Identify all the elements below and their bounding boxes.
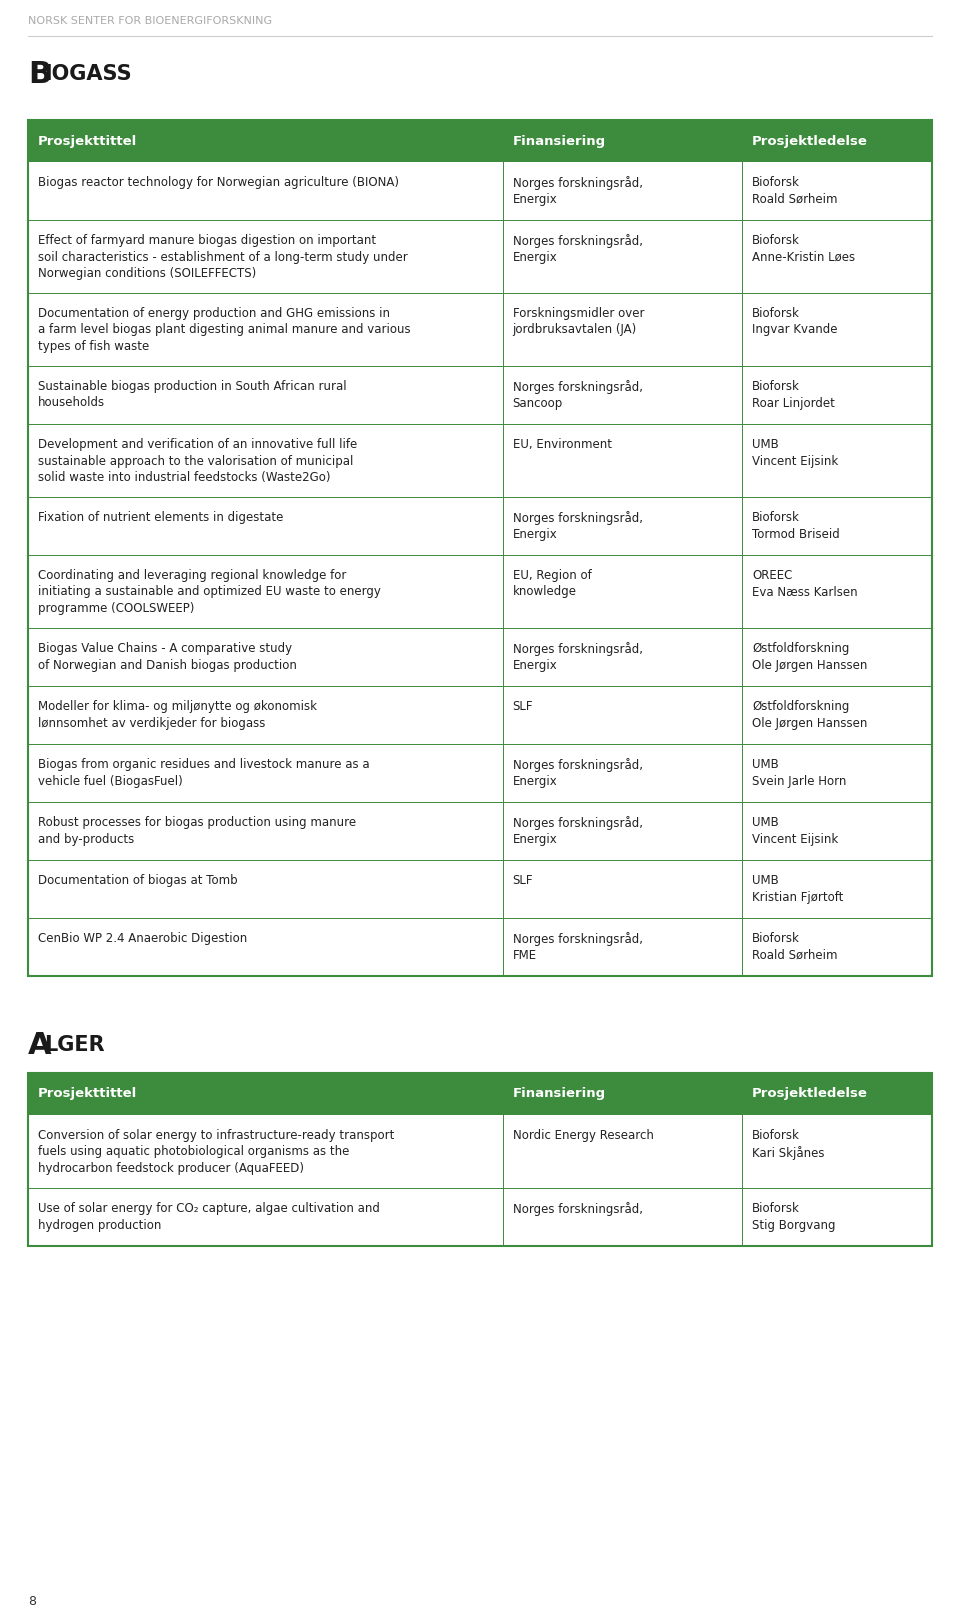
Text: Sustainable biogas production in South African rural
households: Sustainable biogas production in South A… [38,381,347,410]
Text: Norges forskningsråd,
Energix: Norges forskningsråd, Energix [513,233,642,264]
Text: Bioforsk
Tormod Briseid: Bioforsk Tormod Briseid [753,510,840,541]
Text: Norges forskningsråd,
Energix: Norges forskningsråd, Energix [513,816,642,847]
Text: Documentation of biogas at Tomb: Documentation of biogas at Tomb [38,875,238,888]
Text: Modeller for klima- og miljønytte og økonomisk
lønnsomhet av verdikjeder for bio: Modeller for klima- og miljønytte og øko… [38,700,317,729]
Text: SLF: SLF [513,875,533,888]
Text: Forskningsmidler over
jordbruksavtalen (JA): Forskningsmidler over jordbruksavtalen (… [513,308,644,337]
Text: Finansiering: Finansiering [513,134,606,147]
Text: OREEC
Eva Næss Karlsen: OREEC Eva Næss Karlsen [753,569,858,598]
Text: CenBio WP 2.4 Anaerobic Digestion: CenBio WP 2.4 Anaerobic Digestion [38,931,248,944]
Text: Bioforsk
Roald Sørheim: Bioforsk Roald Sørheim [753,177,838,206]
Text: Biogas from organic residues and livestock manure as a
vehicle fuel (BiogasFuel): Biogas from organic residues and livesto… [38,758,370,787]
Bar [28,497,932,556]
Bar [28,860,932,919]
Text: Prosjektledelse: Prosjektledelse [753,134,868,147]
Text: Bioforsk
Anne-Kristin Løes: Bioforsk Anne-Kristin Løes [753,233,855,264]
Text: Conversion of solar energy to infrastructure-ready transport
fuels using aquatic: Conversion of solar energy to infrastruc… [38,1129,395,1174]
Text: IOGASS: IOGASS [44,65,132,84]
Text: Prosjektledelse: Prosjektledelse [753,1087,868,1100]
Bar [28,293,932,366]
Text: Bioforsk
Roar Linjordet: Bioforsk Roar Linjordet [753,381,835,410]
Text: Fixation of nutrient elements in digestate: Fixation of nutrient elements in digesta… [38,510,283,523]
Bar [28,1187,932,1246]
Text: Nordic Energy Research: Nordic Energy Research [513,1129,654,1142]
Text: Prosjekttittel: Prosjekttittel [38,1087,137,1100]
Text: A: A [28,1030,52,1059]
Text: UMB
Kristian Fjørtoft: UMB Kristian Fjørtoft [753,875,844,904]
Bar [28,424,932,497]
Text: Norges forskningsråd,: Norges forskningsråd, [513,1202,642,1217]
Text: UMB
Svein Jarle Horn: UMB Svein Jarle Horn [753,758,847,787]
Bar [28,629,932,685]
Text: Finansiering: Finansiering [513,1087,606,1100]
Text: Robust processes for biogas production using manure
and by-products: Robust processes for biogas production u… [38,816,356,846]
Bar [28,802,932,860]
Bar [28,1072,932,1246]
Text: 8: 8 [28,1596,36,1609]
Bar [28,162,932,220]
Text: Østfoldforskning
Ole Jørgen Hanssen: Østfoldforskning Ole Jørgen Hanssen [753,642,868,672]
Bar [28,919,932,975]
Bar [28,366,932,424]
Text: Biogas reactor technology for Norwegian agriculture (BIONA): Biogas reactor technology for Norwegian … [38,177,399,190]
Bar [28,1115,932,1187]
Text: Prosjekttittel: Prosjekttittel [38,134,137,147]
Bar [28,556,932,629]
Text: Norges forskningsråd,
Sancoop: Norges forskningsråd, Sancoop [513,381,642,410]
Text: Norges forskningsråd,
Energix: Norges forskningsråd, Energix [513,510,642,541]
Text: Norges forskningsråd,
FME: Norges forskningsråd, FME [513,931,642,962]
Text: Østfoldforskning
Ole Jørgen Hanssen: Østfoldforskning Ole Jørgen Hanssen [753,700,868,729]
Text: Bioforsk
Roald Sørheim: Bioforsk Roald Sørheim [753,931,838,962]
Text: Norges forskningsråd,
Energix: Norges forskningsråd, Energix [513,177,642,206]
Text: Norges forskningsråd,
Energix: Norges forskningsråd, Energix [513,642,642,672]
Bar [28,1072,932,1115]
Text: UMB
Vincent Eijsink: UMB Vincent Eijsink [753,816,838,846]
Bar [28,120,932,162]
Text: B: B [28,60,51,89]
Text: Coordinating and leveraging regional knowledge for
initiating a sustainable and : Coordinating and leveraging regional kno… [38,569,381,616]
Bar [28,120,932,975]
Text: Documentation of energy production and GHG emissions in
a farm level biogas plan: Documentation of energy production and G… [38,308,411,353]
Text: LGER: LGER [44,1035,105,1055]
Bar [28,685,932,744]
Text: Development and verification of an innovative full life
sustainable approach to : Development and verification of an innov… [38,437,357,484]
Bar [28,744,932,802]
Text: EU, Environment: EU, Environment [513,437,612,450]
Text: SLF: SLF [513,700,533,713]
Text: EU, Region of
knowledge: EU, Region of knowledge [513,569,591,598]
Text: Use of solar energy for CO₂ capture, algae cultivation and
hydrogen production: Use of solar energy for CO₂ capture, alg… [38,1202,380,1231]
Text: Bioforsk
Ingvar Kvande: Bioforsk Ingvar Kvande [753,308,838,337]
Text: UMB
Vincent Eijsink: UMB Vincent Eijsink [753,437,838,468]
Text: Bioforsk
Stig Borgvang: Bioforsk Stig Borgvang [753,1202,835,1231]
Text: Bioforsk
Kari Skjånes: Bioforsk Kari Skjånes [753,1129,825,1160]
Bar [28,220,932,293]
Text: NORSK SENTER FOR BIOENERGIFORSKNING: NORSK SENTER FOR BIOENERGIFORSKNING [28,16,272,26]
Text: Biogas Value Chains - A comparative study
of Norwegian and Danish biogas product: Biogas Value Chains - A comparative stud… [38,642,297,672]
Text: Effect of farmyard manure biogas digestion on important
soil characteristics - e: Effect of farmyard manure biogas digesti… [38,233,408,280]
Text: Norges forskningsråd,
Energix: Norges forskningsråd, Energix [513,758,642,789]
